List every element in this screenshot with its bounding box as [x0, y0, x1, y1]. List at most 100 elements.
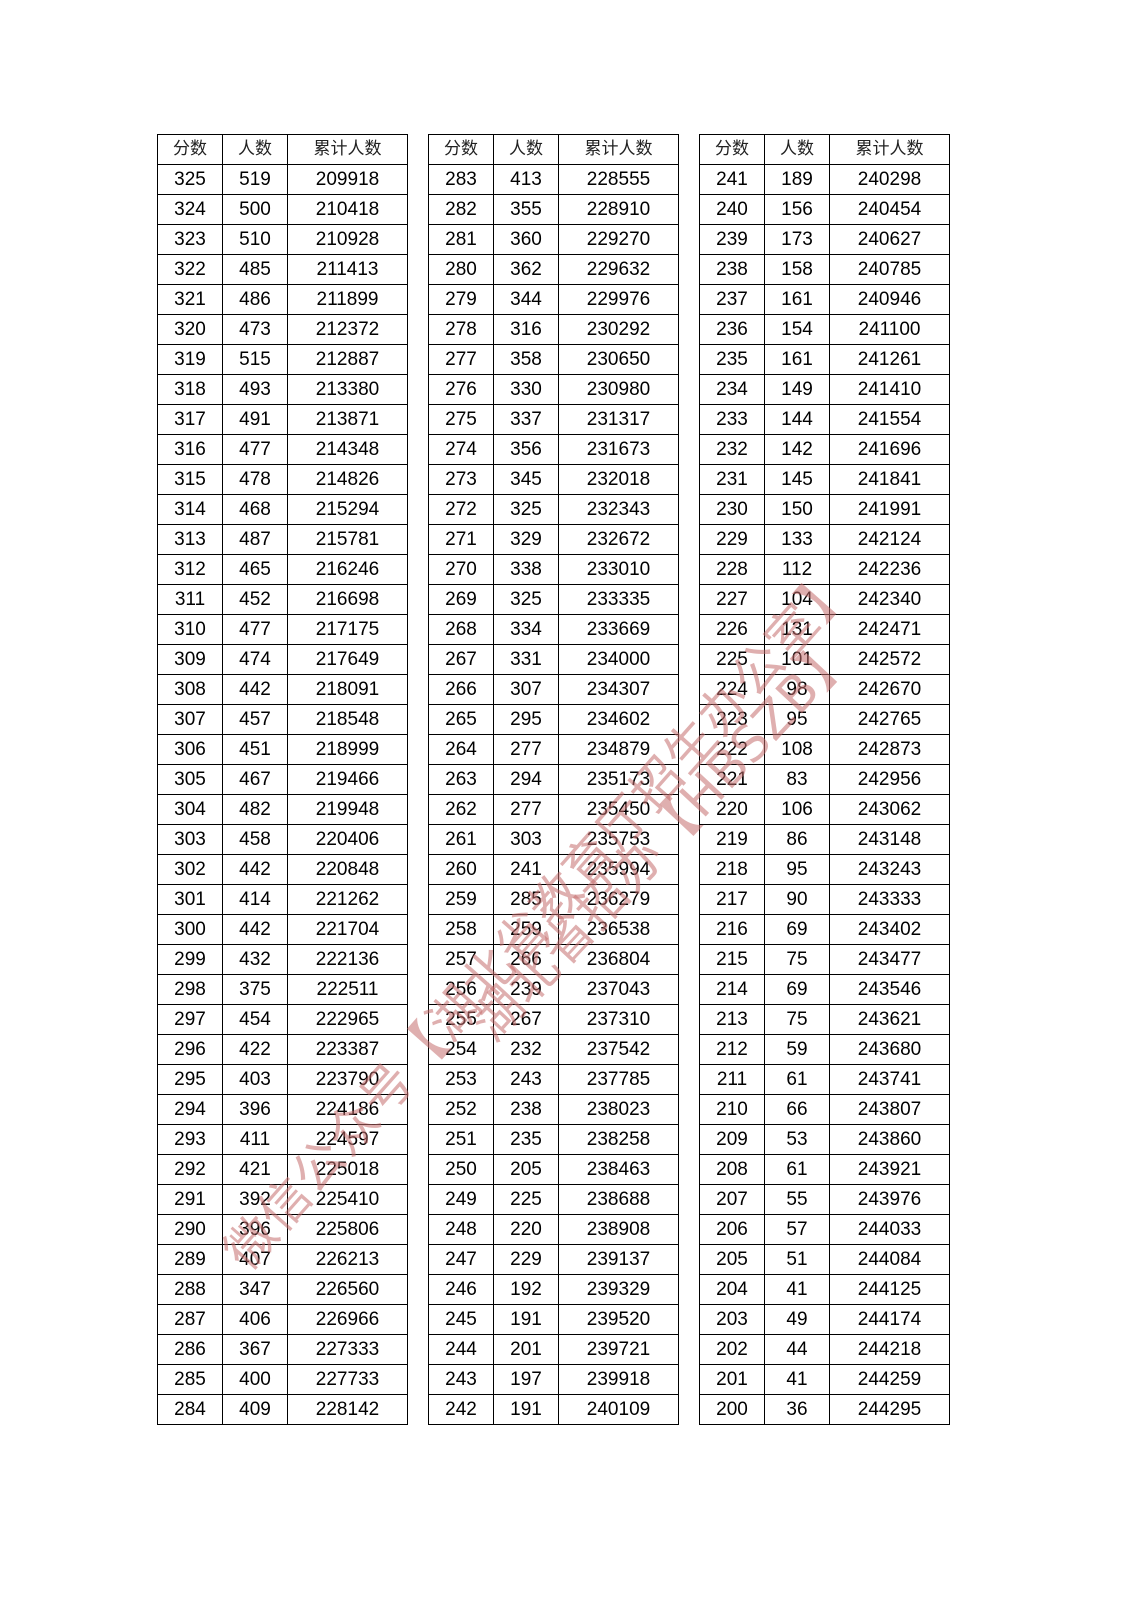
table-row: 291 392 225410 [157, 1184, 408, 1215]
count-cell: 474 [222, 644, 288, 675]
score-cell: 224 [699, 674, 765, 705]
cumulative-count-cell: 240946 [829, 284, 950, 315]
cumulative-count-cell: 217175 [287, 614, 408, 645]
cumulative-count-cell: 243741 [829, 1064, 950, 1095]
table-row: 325 519 209918 [157, 164, 408, 195]
cumulative-count-cell: 219466 [287, 764, 408, 795]
table-row: 313 487 215781 [157, 524, 408, 555]
score-cell: 307 [157, 704, 223, 735]
count-cell: 458 [222, 824, 288, 855]
count-cell: 133 [764, 524, 830, 555]
cumulative-count-cell: 216246 [287, 554, 408, 585]
score-cell: 306 [157, 734, 223, 765]
cumulative-count-cell: 234000 [558, 644, 679, 675]
table-row: 315 478 214826 [157, 464, 408, 495]
score-cell: 266 [428, 674, 494, 705]
header-row: 分数 人数 累计人数 [157, 134, 408, 165]
cumulative-count-cell: 244174 [829, 1304, 950, 1335]
column-header: 累计人数 [829, 134, 950, 165]
table-row: 322 485 211413 [157, 254, 408, 285]
column-header: 分数 [157, 134, 223, 165]
cumulative-count-cell: 225806 [287, 1214, 408, 1245]
score-cell: 225 [699, 644, 765, 675]
table-row: 261 303 235753 [428, 824, 679, 855]
score-cell: 264 [428, 734, 494, 765]
count-cell: 75 [764, 1004, 830, 1035]
score-cell: 302 [157, 854, 223, 885]
cumulative-count-cell: 221262 [287, 884, 408, 915]
score-cell: 257 [428, 944, 494, 975]
table-row: 318 493 213380 [157, 374, 408, 405]
cumulative-count-cell: 233669 [558, 614, 679, 645]
cumulative-count-cell: 227733 [287, 1364, 408, 1395]
cumulative-count-cell: 238023 [558, 1094, 679, 1125]
count-cell: 413 [493, 164, 559, 195]
cumulative-count-cell: 243546 [829, 974, 950, 1005]
count-cell: 69 [764, 974, 830, 1005]
table-row: 274 356 231673 [428, 434, 679, 465]
cumulative-count-cell: 234879 [558, 734, 679, 765]
header-row: 分数 人数 累计人数 [699, 134, 950, 165]
table-row: 242 191 240109 [428, 1394, 679, 1425]
table-row: 272 325 232343 [428, 494, 679, 525]
score-cell: 320 [157, 314, 223, 345]
table-row: 284 409 228142 [157, 1394, 408, 1425]
cumulative-count-cell: 214826 [287, 464, 408, 495]
score-cell: 200 [699, 1394, 765, 1425]
cumulative-count-cell: 235753 [558, 824, 679, 855]
table-row: 202 44 244218 [699, 1334, 950, 1365]
cumulative-count-cell: 242670 [829, 674, 950, 705]
score-cell: 254 [428, 1034, 494, 1065]
score-cell: 238 [699, 254, 765, 285]
header-row: 分数 人数 累计人数 [428, 134, 679, 165]
cumulative-count-cell: 233335 [558, 584, 679, 615]
score-cell: 292 [157, 1154, 223, 1185]
count-cell: 515 [222, 344, 288, 375]
table-row: 262 277 235450 [428, 794, 679, 825]
count-cell: 205 [493, 1154, 559, 1185]
score-cell: 321 [157, 284, 223, 315]
count-cell: 360 [493, 224, 559, 255]
cumulative-count-cell: 244084 [829, 1244, 950, 1275]
cumulative-count-cell: 239520 [558, 1304, 679, 1335]
count-cell: 106 [764, 794, 830, 825]
cumulative-count-cell: 218091 [287, 674, 408, 705]
table-row: 229 133 242124 [699, 524, 950, 555]
cumulative-count-cell: 234602 [558, 704, 679, 735]
count-cell: 239 [493, 974, 559, 1005]
count-cell: 487 [222, 524, 288, 555]
count-cell: 53 [764, 1124, 830, 1155]
cumulative-count-cell: 243921 [829, 1154, 950, 1185]
score-table-1: 分数 人数 累计人数 325 519 209918 324 500 210418 323 510 21… [157, 134, 408, 1425]
count-cell: 173 [764, 224, 830, 255]
count-cell: 57 [764, 1214, 830, 1245]
table-row: 288 347 226560 [157, 1274, 408, 1305]
cumulative-count-cell: 236804 [558, 944, 679, 975]
count-cell: 229 [493, 1244, 559, 1275]
table-row: 238 158 240785 [699, 254, 950, 285]
cumulative-count-cell: 230980 [558, 374, 679, 405]
cumulative-count-cell: 241696 [829, 434, 950, 465]
cumulative-count-cell: 241100 [829, 314, 950, 345]
cumulative-count-cell: 244218 [829, 1334, 950, 1365]
count-cell: 457 [222, 704, 288, 735]
cumulative-count-cell: 236279 [558, 884, 679, 915]
count-cell: 161 [764, 344, 830, 375]
count-cell: 154 [764, 314, 830, 345]
score-cell: 311 [157, 584, 223, 615]
count-cell: 44 [764, 1334, 830, 1365]
table-row: 320 473 212372 [157, 314, 408, 345]
cumulative-count-cell: 242572 [829, 644, 950, 675]
table-row: 205 51 244084 [699, 1244, 950, 1275]
cumulative-count-cell: 240785 [829, 254, 950, 285]
count-cell: 90 [764, 884, 830, 915]
score-cell: 317 [157, 404, 223, 435]
cumulative-count-cell: 222136 [287, 944, 408, 975]
count-cell: 345 [493, 464, 559, 495]
score-cell: 316 [157, 434, 223, 465]
cumulative-count-cell: 231317 [558, 404, 679, 435]
cumulative-count-cell: 241841 [829, 464, 950, 495]
table-row: 310 477 217175 [157, 614, 408, 645]
count-cell: 235 [493, 1124, 559, 1155]
score-cell: 277 [428, 344, 494, 375]
